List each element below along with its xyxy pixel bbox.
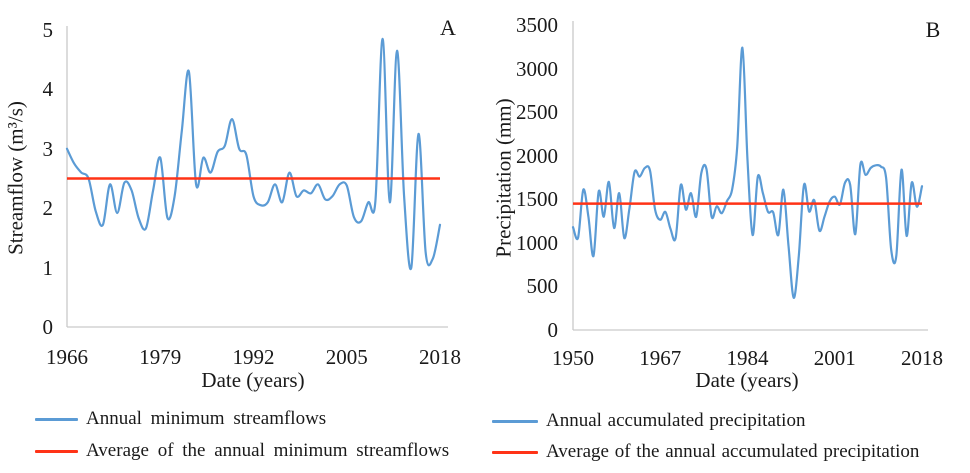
y-tick-label: 0	[547, 318, 559, 342]
data-series-line	[571, 46, 924, 299]
legend-average-minimum-streamflows: Average of the annual minimum streamflow…	[35, 439, 449, 463]
x-tick-label: 1984	[726, 346, 769, 370]
x-tick-label: 1950	[552, 346, 594, 370]
legend-annual-minimum-streamflows: Annual minimum streamflows	[35, 407, 326, 431]
blue-line-swatch	[35, 417, 78, 421]
y-tick-label: 0	[42, 315, 54, 339]
y-tick-label: 3500	[516, 13, 558, 37]
x-tick-label: 2005	[325, 345, 368, 369]
y-tick-label: 1500	[516, 187, 558, 212]
data-series-line	[65, 37, 442, 271]
legend-label: Average of the annual minimum streamflow…	[86, 440, 450, 461]
legend-average-accumulated-precipitation: Average of the annual accumulated precip…	[492, 440, 919, 464]
y-tick-label: 5	[42, 18, 54, 42]
y-tick-label: 500	[526, 274, 559, 299]
panel-letter-b: B	[925, 17, 941, 42]
x-tick-label: 2018	[419, 345, 461, 369]
y-tick-label: 2500	[516, 100, 558, 125]
red-line-swatch	[492, 450, 538, 454]
y-tick-label: 4	[42, 77, 54, 102]
y-tick-label: 2000	[516, 143, 558, 168]
x-tick-label: 2001	[813, 346, 856, 370]
streamflow-x-axis-title: Date (years)	[201, 368, 305, 392]
x-tick-label: 1967	[639, 346, 682, 370]
y-tick-label: 1	[42, 255, 54, 280]
x-tick-label: 1992	[232, 345, 275, 369]
legend-label: Annual accumulated precipitation	[546, 410, 806, 431]
y-tick-label: 1000	[516, 230, 558, 255]
precipitation-x-axis-title: Date (years)	[695, 368, 799, 392]
blue-line-swatch	[492, 419, 538, 423]
x-tick-label: 1966	[46, 345, 88, 369]
x-tick-label: 1979	[139, 345, 182, 369]
y-tick-label: 2	[42, 196, 54, 221]
streamflow-y-axis-title: Streamflow (m³/s)	[3, 101, 28, 255]
x-tick-label: 2018	[901, 346, 943, 370]
legend-label: Annual minimum streamflows	[86, 408, 327, 429]
red-line-swatch	[35, 449, 78, 453]
legend-annual-accumulated-precipitation: Annual accumulated precipitation	[492, 409, 805, 433]
legend-label: Average of the annual accumulated precip…	[546, 441, 920, 462]
y-tick-label: 3000	[516, 56, 558, 81]
y-tick-label: 3	[42, 136, 54, 161]
panel-letter-a: A	[440, 15, 456, 40]
